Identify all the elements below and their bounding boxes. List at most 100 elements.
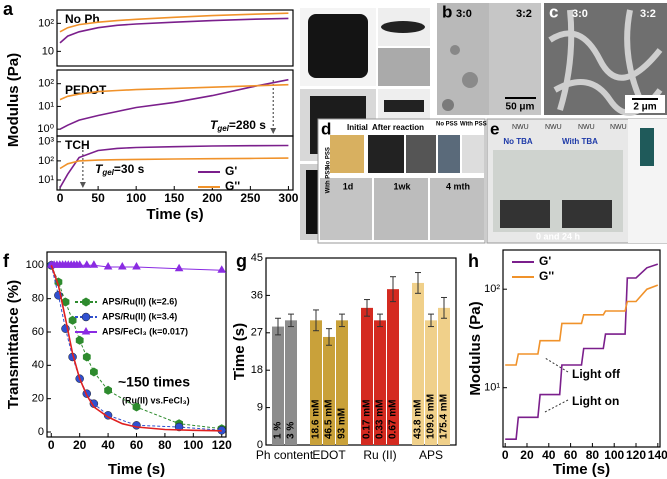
arrow-head — [79, 182, 86, 188]
photo-label: Initial — [347, 123, 368, 132]
panel-letter: c — [549, 2, 558, 21]
arrow-head — [270, 128, 277, 134]
photo-label: 3:2 — [640, 8, 656, 20]
x-category-label: Ph content — [256, 448, 314, 462]
x-tick-label: 100 — [183, 438, 203, 452]
series-line — [59, 157, 289, 170]
annotation-part: =280 s — [229, 118, 266, 132]
y-axis-label: Modulus (Pa) — [467, 301, 484, 395]
annotation: ~150 times — [118, 374, 190, 390]
vial — [406, 135, 436, 173]
x-tick-label: 80 — [158, 438, 172, 452]
gel-shape — [381, 21, 425, 33]
x-category-label: EDOT — [312, 448, 346, 462]
marker — [81, 312, 91, 322]
x-tick-label: 150 — [164, 191, 184, 205]
marker — [61, 297, 70, 307]
marker — [89, 260, 99, 268]
x-tick-label: 40 — [101, 438, 115, 452]
legend-label: G' — [539, 254, 551, 268]
bar — [425, 320, 437, 445]
annotation: (Ru(II) vs.FeCl₃) — [122, 395, 190, 405]
x-tick-label: 20 — [73, 438, 87, 452]
gel — [500, 200, 550, 228]
series-line — [59, 83, 289, 101]
y-tick-label: 10² — [38, 78, 54, 90]
panel-letter: a — [3, 0, 14, 19]
y-tick-label: 10¹ — [38, 100, 54, 112]
background-text: NWU — [545, 124, 562, 131]
x-tick-label: 140 — [648, 448, 667, 462]
series-line — [505, 263, 659, 440]
photo-label: 1d — [343, 181, 354, 191]
bar-label: 93 mM — [337, 408, 348, 439]
x-tick-label: 120 — [626, 448, 646, 462]
y-tick-label: 36 — [251, 289, 263, 301]
annotation: Tgel=280 s — [210, 118, 266, 133]
y-tick-label: 10 — [42, 45, 54, 57]
vial — [640, 128, 654, 166]
photo — [438, 135, 460, 173]
background-text: NWU — [578, 124, 595, 131]
x-axis-label: Time (s) — [146, 206, 203, 223]
x-tick-label: 20 — [520, 448, 534, 462]
bar — [323, 336, 335, 445]
annotation: Light off — [572, 367, 621, 381]
legend-label: APS/Ru(II) (k=2.6) — [102, 296, 177, 306]
panel-letter: d — [321, 119, 331, 138]
bar — [310, 320, 322, 445]
bar-label: 3 % — [286, 422, 297, 439]
panel-letter: g — [236, 251, 247, 271]
y-tick-label: 10³ — [38, 136, 54, 148]
photo-label: With PSS — [460, 122, 487, 128]
x-tick-label: 40 — [542, 448, 556, 462]
photo-label: 0 and 24 h — [536, 231, 580, 241]
x-tick-label: 0 — [502, 448, 509, 462]
legend-label: G'' — [225, 179, 240, 193]
y-tick-label: 9 — [257, 402, 263, 414]
marker — [82, 297, 90, 307]
photo-label: With TBA — [562, 137, 598, 146]
annotation-part: T — [95, 162, 104, 176]
bar — [412, 282, 424, 445]
annotation-subscript: gel — [101, 168, 114, 177]
background-text: NWU — [610, 124, 627, 131]
y-tick-label: 18 — [251, 364, 263, 376]
marker — [174, 263, 184, 272]
y-tick-label: 0 — [38, 426, 44, 438]
photo — [378, 48, 430, 86]
panel-letter: b — [442, 2, 452, 21]
bar — [361, 307, 373, 445]
annotation-arrow — [544, 357, 569, 373]
bubble — [450, 45, 460, 55]
annotation-part: =30 s — [114, 162, 145, 176]
series-line — [505, 284, 659, 366]
plot-frame — [502, 249, 661, 448]
marker — [75, 335, 84, 345]
plot-frame — [56, 135, 294, 191]
bar — [374, 320, 386, 445]
legend-label: APS/Ru(II) (k=3.4) — [102, 311, 177, 321]
bubble — [462, 72, 478, 88]
x-axis-label: Time (s) — [553, 461, 610, 478]
marker — [174, 422, 184, 432]
x-tick-label: 60 — [564, 448, 578, 462]
subplot-title: PEDOT — [65, 83, 107, 97]
marker — [82, 352, 91, 362]
marker — [81, 327, 91, 335]
bar — [285, 320, 297, 445]
x-category-label: Ru (II) — [363, 448, 396, 462]
subplot-title: TCH — [65, 138, 90, 152]
gel-shape — [308, 14, 368, 78]
x-tick-label: 300 — [278, 191, 298, 205]
bar-label: 175.4 mM — [439, 394, 450, 439]
panel-letter: f — [3, 251, 10, 271]
photo-label: 1wk — [393, 181, 411, 191]
photo — [462, 135, 484, 173]
marker — [132, 262, 141, 270]
gel-shape — [384, 100, 424, 112]
bar — [438, 307, 450, 445]
x-tick-label: 100 — [126, 191, 146, 205]
y-tick-label: 20 — [32, 393, 44, 405]
